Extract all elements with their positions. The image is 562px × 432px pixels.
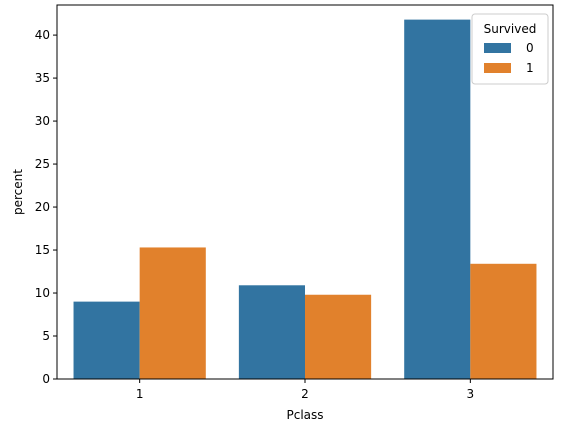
y-axis: 0 5 10 15 20 25 30 35 40 (35, 28, 57, 386)
legend-label-0: 0 (526, 41, 534, 55)
x-axis-label: Pclass (286, 408, 323, 422)
legend-swatch-0 (484, 43, 511, 53)
legend-title: Survived (484, 22, 537, 36)
plot-frame (56, 4, 554, 380)
bar-pclass-2-survived-1 (305, 294, 372, 379)
y-tick-label: 40 (35, 28, 50, 42)
y-tick-label: 0 (42, 372, 50, 386)
y-axis-label: percent (11, 169, 25, 215)
x-tick-label: 3 (467, 387, 475, 401)
bar-pclass-1-survived-1 (139, 247, 206, 379)
x-tick-label: 1 (136, 387, 144, 401)
legend: Survived 0 1 (471, 13, 549, 85)
bar-pclass-2-survived-0 (238, 285, 305, 379)
bar-pclass-3-survived-1 (470, 263, 537, 379)
x-tick-label: 2 (301, 387, 309, 401)
x-axis: 1 2 3 (136, 379, 474, 401)
y-tick-label: 5 (42, 329, 50, 343)
y-tick-label: 25 (35, 157, 50, 171)
y-tick-label: 30 (35, 114, 50, 128)
y-tick-label: 15 (35, 243, 50, 257)
bars-group (73, 19, 537, 380)
bar-pclass-3-survived-0 (404, 19, 471, 380)
legend-swatch-1 (484, 63, 511, 73)
legend-label-1: 1 (526, 61, 534, 75)
y-tick-label: 10 (35, 286, 50, 300)
y-tick-label: 20 (35, 200, 50, 214)
y-tick-label: 35 (35, 71, 50, 85)
bar-pclass-1-survived-0 (73, 301, 140, 379)
